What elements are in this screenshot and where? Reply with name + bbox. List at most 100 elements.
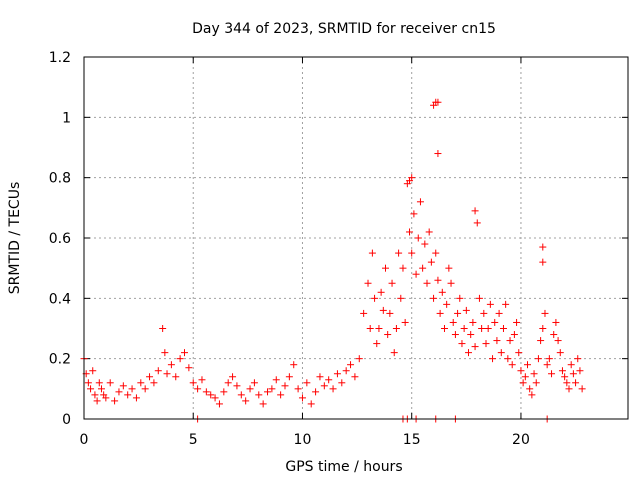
data-point	[277, 391, 285, 399]
data-point	[526, 385, 534, 393]
data-point	[478, 325, 486, 332]
data-point	[93, 397, 101, 405]
data-point	[388, 279, 396, 287]
data-point	[163, 370, 171, 378]
data-point	[467, 331, 475, 339]
data-point	[154, 367, 162, 375]
data-point	[167, 361, 175, 369]
data-point	[574, 355, 582, 363]
data-point	[242, 397, 250, 405]
data-point	[539, 243, 547, 251]
data-point	[486, 300, 494, 308]
tick-labels: 0 0.2 0.4 0.6 0.8 1 1.2 0 5 10 15 20	[49, 50, 530, 448]
data-point	[484, 325, 492, 332]
data-point	[381, 264, 389, 272]
data-point	[517, 367, 525, 375]
data-point	[198, 376, 206, 384]
data-point	[355, 355, 363, 363]
data-point	[462, 306, 470, 314]
data-point	[272, 376, 280, 384]
data-point	[87, 385, 95, 393]
data-point	[425, 228, 433, 236]
data-point	[567, 361, 575, 369]
data-point	[548, 370, 556, 378]
data-point	[552, 318, 560, 326]
data-point	[499, 325, 507, 332]
data-point	[371, 294, 379, 302]
data-point	[539, 325, 547, 332]
data-point	[342, 367, 350, 375]
data-point	[556, 349, 564, 357]
data-point	[419, 264, 427, 272]
data-point	[379, 306, 387, 314]
data-point	[432, 249, 440, 257]
data-point	[384, 331, 392, 339]
data-point	[215, 400, 223, 408]
data-point	[220, 388, 228, 396]
data-points	[80, 98, 586, 423]
data-point	[176, 355, 184, 363]
data-point	[159, 325, 167, 332]
data-point	[161, 349, 169, 357]
data-point	[91, 391, 99, 399]
data-point	[530, 370, 538, 378]
data-point	[281, 382, 289, 390]
y-tick-label: 0	[62, 412, 71, 428]
data-point	[377, 288, 385, 296]
y-tick-label: 1	[62, 110, 71, 126]
data-point	[111, 397, 119, 405]
data-point	[351, 373, 359, 381]
data-point	[541, 309, 549, 317]
data-point	[333, 370, 341, 378]
data-point	[465, 349, 473, 357]
data-point	[445, 264, 453, 272]
data-point	[473, 219, 481, 227]
data-point	[528, 391, 536, 399]
data-point	[469, 318, 477, 326]
data-point	[558, 367, 566, 375]
data-point	[434, 150, 442, 158]
plot-frame	[83, 56, 629, 420]
data-point	[454, 309, 462, 317]
data-point	[489, 355, 497, 363]
data-point	[436, 309, 444, 317]
data-point	[395, 249, 403, 257]
data-point	[194, 385, 202, 393]
data-point	[347, 361, 355, 369]
data-point	[460, 325, 468, 332]
data-point	[438, 288, 446, 296]
data-point	[414, 234, 422, 242]
data-point	[565, 385, 573, 393]
data-point	[519, 379, 527, 387]
x-tick-label: 0	[80, 432, 89, 448]
data-point	[290, 361, 298, 369]
data-point	[229, 373, 237, 381]
data-point	[375, 325, 383, 332]
data-point	[316, 373, 324, 381]
data-point	[285, 373, 293, 381]
data-point	[180, 349, 188, 357]
data-point	[451, 331, 459, 339]
data-point	[320, 382, 328, 390]
data-point	[397, 294, 405, 302]
data-point	[521, 373, 529, 381]
data-point	[141, 385, 149, 393]
x-axis-label: GPS time / hours	[285, 459, 402, 475]
data-point	[502, 300, 510, 308]
data-point	[534, 355, 542, 363]
data-point	[443, 300, 451, 308]
data-point	[561, 373, 569, 381]
data-point	[458, 340, 466, 348]
data-point	[537, 337, 545, 345]
data-point	[172, 373, 180, 381]
data-point	[386, 309, 394, 317]
data-point	[524, 361, 532, 369]
data-point	[202, 388, 210, 396]
data-point	[146, 373, 154, 381]
data-point	[329, 385, 337, 393]
y-axis-label: SRMTID / TECUs	[7, 182, 23, 295]
data-point	[482, 340, 490, 348]
data-point	[408, 249, 416, 257]
data-point	[189, 379, 197, 387]
